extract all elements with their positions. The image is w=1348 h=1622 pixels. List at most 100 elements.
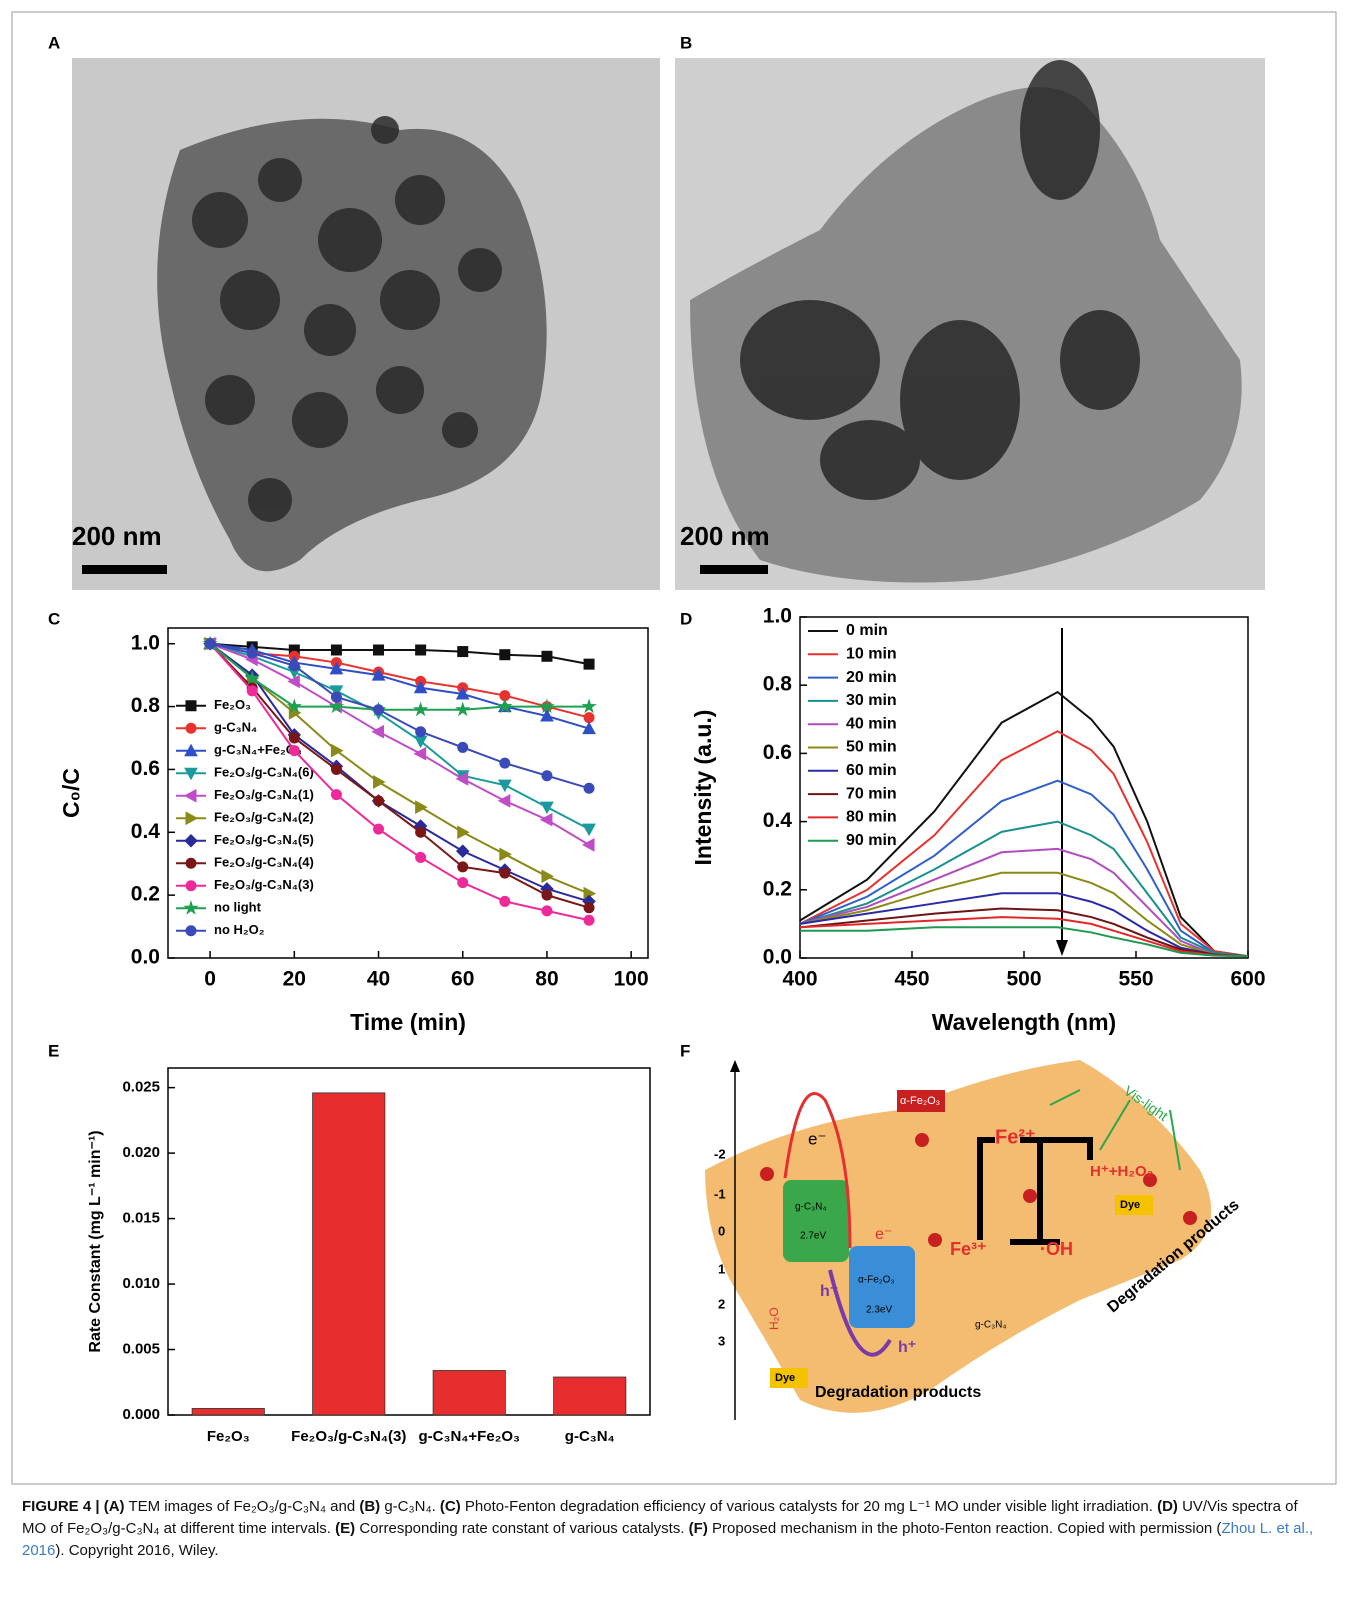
diagram-label: 2.3eV	[866, 1305, 892, 1316]
marker	[499, 867, 511, 879]
marker	[415, 726, 427, 738]
marker	[185, 925, 197, 937]
marker	[455, 686, 470, 700]
x-tick-label: 40	[367, 968, 390, 991]
diagram-label: h⁺	[898, 1339, 916, 1356]
series-line	[799, 779, 1249, 958]
legend-label: 20 min	[846, 669, 897, 686]
marker	[328, 698, 345, 714]
marker	[373, 823, 385, 835]
marker	[415, 851, 427, 863]
marker	[457, 646, 469, 658]
marker	[371, 668, 386, 681]
y-tick-label: 0.005	[122, 1340, 160, 1357]
series-line	[799, 916, 1249, 958]
y-tick-label: 1.0	[131, 631, 160, 654]
marker	[413, 746, 427, 761]
marker	[582, 823, 596, 837]
series-line	[799, 847, 1249, 958]
y-tick-label: 0.010	[122, 1275, 160, 1292]
series-line	[209, 642, 590, 846]
x-tick-label: 450	[894, 968, 929, 991]
marker	[184, 834, 198, 848]
marker	[540, 708, 554, 722]
panel-label: A	[48, 33, 60, 52]
diagram-label: e⁻	[875, 1226, 892, 1243]
y-tick-label: 0.000	[122, 1406, 160, 1423]
caption-text: g-C₃N₄.	[380, 1498, 440, 1515]
marker	[457, 741, 469, 753]
y-axis-label: C₀/C	[58, 768, 84, 818]
legend-label: g-C₃N₄+Fe₂O₃	[214, 742, 302, 757]
legend-label: 70 min	[846, 785, 897, 802]
series-line	[799, 892, 1249, 958]
diagram-label: Dye	[1120, 1199, 1140, 1211]
marker	[541, 770, 553, 782]
legend-label: 50 min	[846, 739, 897, 756]
marker	[185, 700, 197, 712]
legend-label: Fe₂O₃/g-C₃N₄(5)	[214, 832, 314, 847]
energy-tick: 0	[718, 1223, 725, 1238]
legend-label: Fe₂O₃/g-C₃N₄(1)	[214, 787, 314, 802]
citation-link[interactable]: Zhou L. et al., 2016	[22, 1520, 1314, 1559]
marker	[499, 649, 511, 661]
diagram-label: Fe³⁺	[950, 1239, 987, 1259]
energy-tick: 3	[718, 1333, 725, 1348]
diagram-label: Dye	[775, 1372, 795, 1384]
marker	[541, 905, 553, 917]
marker	[330, 789, 342, 801]
x-tick-label: 550	[1118, 968, 1153, 991]
marker	[286, 698, 303, 714]
legend-label: Fe₂O₃/g-C₃N₄(3)	[214, 877, 314, 892]
marker	[457, 861, 469, 873]
marker	[330, 644, 342, 656]
marker	[183, 788, 197, 803]
y-tick-label: 0.4	[763, 809, 793, 832]
marker	[539, 698, 555, 714]
legend-label: Fe₂O₃/g-C₃N₄(6)	[214, 765, 314, 780]
marker	[539, 812, 553, 827]
x-tick-label: Fe₂O₃/g-C₃N₄(3)	[291, 1428, 406, 1445]
caption-text: (A)	[103, 1498, 125, 1515]
energy-tick: -1	[714, 1186, 726, 1201]
marker	[288, 660, 300, 672]
series-line	[209, 642, 590, 831]
marker	[499, 895, 511, 907]
marker	[330, 691, 342, 703]
marker	[457, 877, 469, 889]
marker	[244, 670, 260, 685]
x-tick-label: 600	[1230, 968, 1265, 991]
caption: FIGURE 4 | (A) TEM images of Fe₂O₃/g-C₃N…	[22, 1496, 1322, 1562]
marker	[415, 800, 428, 814]
panel-label: F	[680, 1041, 690, 1060]
series-line	[799, 907, 1249, 958]
marker	[412, 701, 429, 717]
series-line	[209, 642, 590, 790]
energy-tick: -2	[714, 1146, 726, 1161]
marker	[185, 880, 197, 892]
marker	[499, 757, 511, 769]
y-tick-label: 0.2	[763, 877, 792, 900]
x-tick-label: g-C₃N₄	[565, 1428, 615, 1445]
y-tick-label: 0.015	[122, 1210, 160, 1227]
x-tick-label: 100	[614, 968, 649, 991]
legend-label: 30 min	[846, 692, 897, 709]
figure: A B C D E F 200 nm 200 nm	[11, 11, 1337, 1485]
caption-text: (E)	[335, 1520, 356, 1537]
scale-bar-label: 200 nm	[680, 521, 770, 551]
caption-text: UV/Vis spectra of MO of Fe₂O₃/g-C₃N₄ at …	[22, 1498, 1298, 1537]
caption-text: (D)	[1157, 1498, 1178, 1515]
y-tick-label: 1.0	[763, 605, 792, 628]
marker	[287, 674, 300, 689]
x-tick-label: 0	[204, 968, 216, 991]
energy-tick: 2	[718, 1296, 725, 1311]
bar	[312, 1092, 386, 1416]
marker	[371, 724, 385, 739]
figure-frame	[11, 11, 1337, 1485]
caption-text: Corresponding rate constant of various c…	[355, 1520, 689, 1537]
marker	[185, 811, 199, 826]
series-line	[209, 642, 590, 711]
marker	[185, 722, 197, 734]
series-line	[210, 642, 590, 666]
